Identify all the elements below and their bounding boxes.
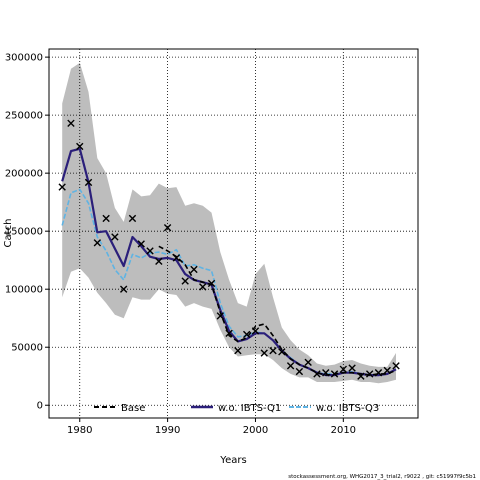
observation-point — [234, 347, 242, 355]
observation-point — [76, 142, 84, 151]
observation-point — [137, 240, 145, 248]
x-tick-label: 2000 — [243, 425, 268, 436]
legend-label-2: w.o. IBTS-Q3 — [316, 403, 379, 414]
series-line-1 — [61, 147, 397, 377]
observation-point — [119, 285, 128, 293]
observation-point — [286, 362, 295, 370]
y-tick-label: 250000 — [5, 111, 43, 122]
observation-point — [207, 279, 216, 288]
observation-point — [190, 265, 198, 274]
x-tick-label: 1980 — [67, 425, 92, 436]
observation-point — [128, 214, 137, 223]
observation-point — [339, 365, 348, 373]
observation-point — [111, 233, 119, 241]
y-tick-label: 50000 — [11, 343, 43, 354]
y-tick-label: 100000 — [5, 285, 43, 296]
observation-point — [322, 369, 330, 377]
observation-point — [216, 312, 225, 320]
y-tick-label: 0 — [37, 401, 43, 412]
observation-point — [172, 254, 181, 262]
series-layer — [61, 147, 397, 377]
confidence-band-layer — [62, 62, 396, 384]
observation-point — [374, 369, 383, 377]
footer-text: stockassessment.org, WHG2017_3_trial2, r… — [288, 474, 476, 480]
observation-point — [181, 277, 189, 285]
observation-point — [146, 247, 154, 255]
observation-point — [199, 283, 207, 291]
observation-point — [313, 370, 321, 378]
legend-label-0: Base — [121, 403, 145, 414]
observation-point — [278, 348, 286, 356]
legend-label-1: w.o. IBTS-Q1 — [218, 403, 281, 414]
plot-frame — [48, 48, 419, 419]
x-tick-label: 2010 — [331, 425, 356, 436]
confidence-band — [62, 62, 396, 384]
observation-point — [225, 329, 233, 337]
observation-point — [295, 367, 304, 376]
legend: Base w.o. IBTS-Q1 w.o. IBTS-Q3 — [94, 403, 379, 414]
observation-point — [304, 358, 312, 366]
observation-point — [251, 327, 260, 335]
y-tick-label: 300000 — [5, 53, 43, 64]
observation-point — [365, 370, 374, 378]
observation-point — [242, 330, 251, 339]
x-tick-label: 1990 — [155, 425, 180, 436]
series-line-2 — [61, 188, 397, 376]
x-axis-title: Years — [219, 455, 246, 466]
y-axis-ticks: 0 50000 100000 150000 200000 250000 300000 — [5, 53, 49, 412]
observation-point — [93, 239, 102, 247]
observation-points-layer — [58, 119, 400, 380]
series-line-0 — [158, 245, 397, 376]
observation-point — [84, 178, 93, 187]
observation-point — [348, 364, 356, 372]
observation-point — [269, 347, 277, 355]
y-tick-label: 150000 — [5, 227, 43, 238]
observation-point — [330, 370, 339, 378]
observation-point — [163, 224, 172, 232]
x-axis-ticks: 1980 1990 2000 2010 — [67, 418, 356, 436]
observation-point — [155, 257, 163, 266]
y-tick-label: 200000 — [5, 169, 43, 180]
observation-point — [102, 214, 110, 223]
observation-point — [383, 366, 391, 375]
y-axis-title: Catch — [3, 219, 14, 248]
observation-point — [260, 349, 268, 357]
observation-point — [67, 119, 75, 127]
observation-point — [392, 362, 400, 370]
observation-point — [58, 183, 66, 191]
observation-point — [357, 372, 365, 380]
